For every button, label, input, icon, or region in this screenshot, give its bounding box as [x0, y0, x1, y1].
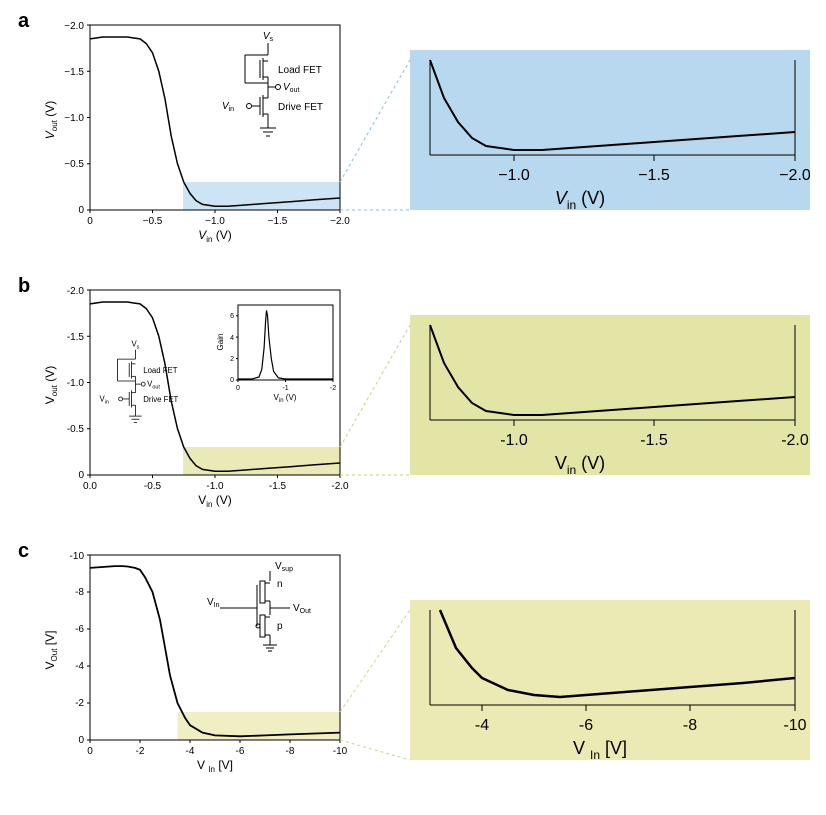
panel-b-ylabel: Vout (V) [43, 366, 59, 404]
svg-text:0: 0 [236, 385, 240, 392]
svg-text:-1.0: -1.0 [206, 481, 224, 492]
svg-text:Vsup: Vsup [275, 561, 293, 573]
svg-text:0: 0 [78, 205, 84, 216]
drive-fet-label: Drive FET [278, 102, 323, 113]
svg-text:0: 0 [87, 746, 93, 757]
panel-c-main-chart: 0 -2 -4 -6 -8 -10 0 -2 -4 -6 -8 -10 VOut… [40, 545, 350, 775]
panel-a-label: a [18, 10, 29, 33]
svg-text:Vin: Vin [222, 101, 234, 113]
svg-text:-4: -4 [475, 717, 489, 734]
svg-text:0.0: 0.0 [83, 481, 97, 492]
svg-text:2: 2 [230, 356, 234, 363]
panel-c-ylabel: VOut [V] [43, 631, 59, 670]
panel-a-ylabel: Vout (V) [43, 101, 59, 139]
svg-text:-2: -2 [75, 698, 84, 709]
panel-b-label: b [18, 275, 30, 298]
svg-text:-10: -10 [70, 551, 85, 562]
panel-a: a 0 −0.5 −1.0 −1.5 −2.0 0 −0.5 −1.0 −1.5… [10, 10, 816, 265]
panel-b-gain-inset: 0 2 4 6 0 -1 -2 Gain Vin (V) [216, 305, 336, 404]
svg-text:Vs: Vs [131, 340, 139, 351]
svg-text:n: n [277, 579, 283, 590]
svg-text:-2.0: -2.0 [781, 432, 809, 449]
svg-text:−1.5: −1.5 [268, 216, 288, 227]
svg-text:-1.5: -1.5 [269, 481, 287, 492]
svg-text:−1.5: −1.5 [64, 67, 84, 78]
svg-text:-10: -10 [783, 717, 806, 734]
panel-b-circuit-inset: Vs Load FET Vout Vin Drive FET [100, 340, 179, 423]
svg-text:Gain: Gain [216, 334, 225, 351]
svg-text:0: 0 [78, 470, 84, 481]
svg-text:−2.0: −2.0 [779, 167, 810, 184]
svg-text:-10: -10 [333, 746, 348, 757]
svg-text:-1: -1 [282, 385, 288, 392]
svg-text:-1.0: -1.0 [500, 432, 528, 449]
svg-text:-8: -8 [683, 717, 697, 734]
panel-b: b 0 -0.5 -1.0 -1.5 -2.0 0.0 -0.5 -1.0 -1… [10, 275, 816, 530]
panel-c-xlabel: V In [V] [197, 758, 233, 774]
svg-text:6: 6 [230, 313, 234, 320]
svg-text:Vout: Vout [147, 379, 160, 390]
panel-b-xlabel: Vin (V) [198, 493, 232, 509]
svg-text:-4: -4 [186, 746, 195, 757]
svg-text:-0.5: -0.5 [67, 424, 85, 435]
svg-text:0: 0 [87, 216, 93, 227]
svg-text:Vin (V): Vin (V) [274, 393, 297, 404]
svg-text:-2: -2 [136, 746, 145, 757]
svg-text:-1.0: -1.0 [67, 378, 85, 389]
svg-text:-1.5: -1.5 [640, 432, 668, 449]
svg-text:−2.0: −2.0 [330, 216, 350, 227]
svg-text:-2: -2 [330, 385, 336, 392]
panel-c-zoom-chart: -4 -6 -8 -10 V In [V] [410, 600, 810, 780]
svg-text:0: 0 [230, 377, 234, 384]
svg-text:-8: -8 [286, 746, 295, 757]
svg-text:−2.0: −2.0 [64, 21, 84, 32]
svg-text:0: 0 [78, 735, 84, 746]
svg-text:-0.5: -0.5 [144, 481, 162, 492]
panel-a-main-chart: 0 −0.5 −1.0 −1.5 −2.0 0 −0.5 −1.0 −1.5 −… [40, 15, 350, 245]
panel-c: c 0 -2 -4 -6 -8 -10 0 -2 -4 -6 -8 -10 VO… [10, 540, 816, 795]
svg-text:4: 4 [230, 335, 234, 342]
svg-text:-6: -6 [75, 624, 84, 635]
svg-text:Load FET: Load FET [143, 366, 177, 375]
svg-text:Drive FET: Drive FET [143, 395, 178, 404]
svg-text:Vin: Vin [100, 394, 109, 405]
svg-text:Vout: Vout [283, 82, 299, 94]
panel-c-label: c [18, 540, 29, 563]
svg-text:VOut: VOut [293, 603, 311, 615]
svg-text:-4: -4 [75, 661, 84, 672]
svg-text:−1.0: −1.0 [205, 216, 225, 227]
svg-text:-6: -6 [579, 717, 593, 734]
panel-a-circuit-inset: Vs Load FET Vout Vin D [222, 31, 323, 136]
svg-text:-6: -6 [236, 746, 245, 757]
svg-text:−1.0: −1.0 [64, 113, 84, 124]
panel-a-xlabel: Vin (V) [198, 228, 232, 244]
panel-b-main-chart: 0 -0.5 -1.0 -1.5 -2.0 0.0 -0.5 -1.0 -1.5… [40, 280, 350, 510]
svg-text:−1.0: −1.0 [498, 167, 530, 184]
svg-text:−0.5: −0.5 [64, 159, 84, 170]
load-fet-label: Load FET [278, 65, 322, 76]
svg-text:-8: -8 [75, 587, 84, 598]
panel-c-circuit-inset: Vsup n VOut VIn p [207, 561, 311, 651]
svg-text:VIn: VIn [207, 597, 220, 609]
svg-text:-1.5: -1.5 [67, 332, 85, 343]
panel-a-zoom-chart: −1.0 −1.5 −2.0 Vin (V) [410, 50, 810, 230]
svg-text:-2.0: -2.0 [67, 286, 85, 297]
svg-text:p: p [277, 621, 283, 632]
panel-b-zoom-chart: -1.0 -1.5 -2.0 Vin (V) [410, 315, 810, 495]
svg-text:-2.0: -2.0 [331, 481, 349, 492]
svg-text:−1.5: −1.5 [638, 167, 670, 184]
svg-text:Vs: Vs [263, 31, 274, 43]
svg-text:−0.5: −0.5 [143, 216, 163, 227]
